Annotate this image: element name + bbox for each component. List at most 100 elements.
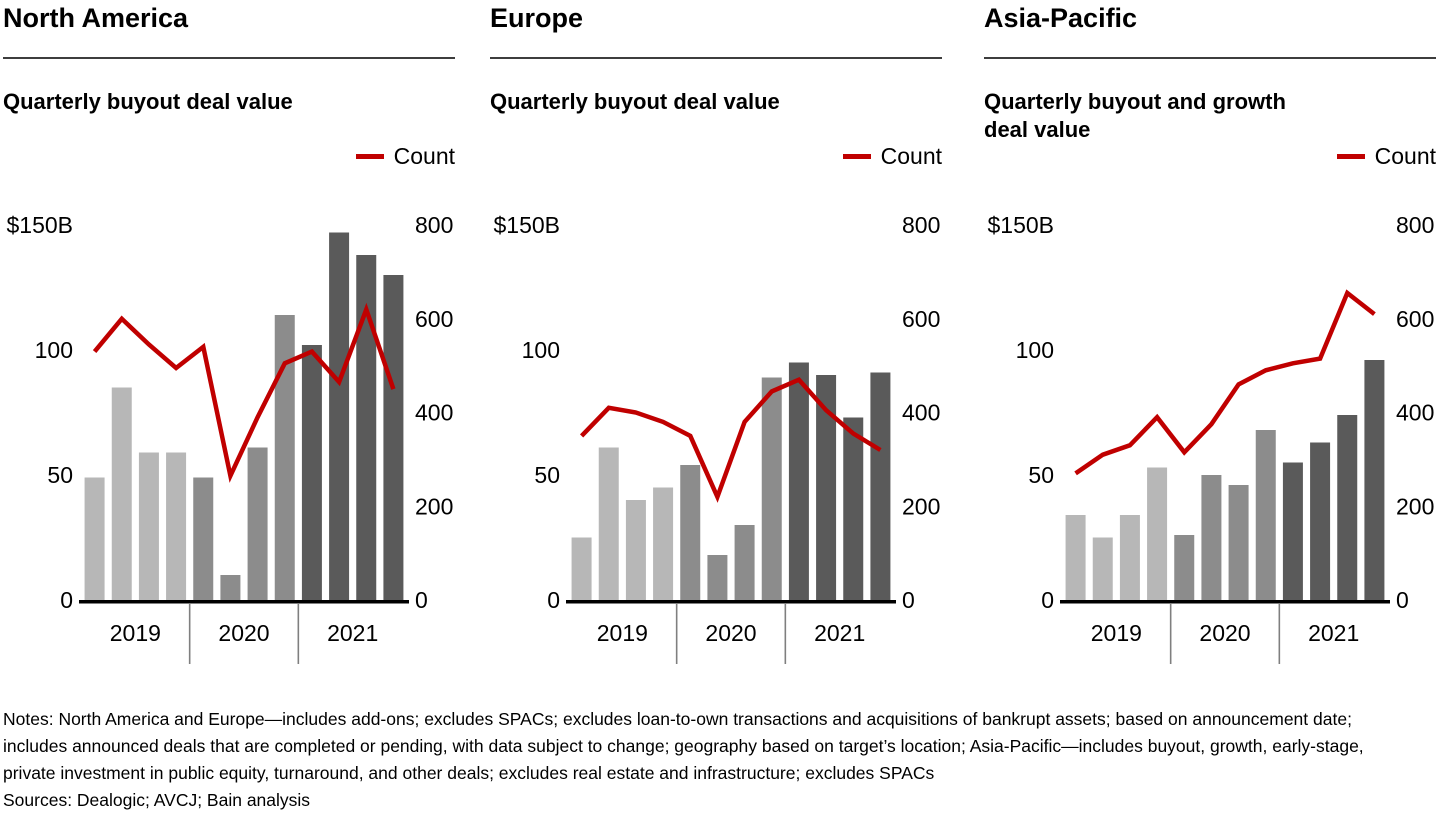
bar-2021-q2 [1310, 442, 1331, 600]
bar-2019-q4 [166, 452, 187, 600]
chart-subtitle: Quarterly buyout deal value [490, 89, 780, 114]
year-label: 2021 [327, 620, 378, 646]
year-label: 2020 [1199, 620, 1250, 646]
bar-2020-q3 [1228, 485, 1249, 600]
left-axis-tick-label: 50 [1028, 462, 1054, 488]
legend-label: Count [393, 143, 455, 169]
bar-2021-q3 [356, 255, 377, 600]
bar-2019-q4 [1147, 467, 1168, 600]
bar-2020-q1 [1174, 535, 1195, 600]
legend: Count [355, 143, 455, 169]
count-line-swatch-icon [842, 153, 871, 159]
bar-2020-q2 [707, 555, 728, 600]
left-axis-tick-label: 0 [60, 587, 73, 613]
count-line [92, 302, 396, 483]
title-rule [984, 57, 1436, 59]
chart-subtitle: Quarterly buyout and growth deal value [984, 89, 1286, 142]
left-axis-tick-label: 100 [522, 337, 560, 363]
chart-title: Europe [490, 3, 584, 33]
bar-2021-q1 [301, 345, 322, 600]
bar-2021-q4 [383, 275, 404, 600]
right-axis-tick-label: 600 [902, 306, 940, 332]
right-axis-tick-label: 0 [415, 587, 428, 613]
bar-2021-q4 [1364, 360, 1385, 600]
chart-panel-north-america: North America Quarterly buyout deal valu… [3, 0, 455, 680]
year-label: 2020 [218, 620, 269, 646]
bar-2019-q2 [1092, 537, 1113, 600]
left-axis-tick-label: 100 [35, 337, 73, 363]
x-axis-line [1060, 600, 1390, 604]
right-axis-tick-label: 800 [1396, 212, 1434, 238]
right-axis-tick-label: 400 [1396, 400, 1434, 426]
bar-2020-q4 [1255, 430, 1276, 600]
legend-label: Count [880, 143, 942, 169]
count-line-swatch-icon [1336, 153, 1365, 159]
right-axis-tick-label: 400 [415, 400, 453, 426]
left-axis-tick-label: 50 [47, 462, 73, 488]
bar-2021-q2 [816, 375, 837, 600]
x-axis-line [566, 600, 896, 604]
chart-subtitle: Quarterly buyout deal value [3, 89, 293, 114]
left-axis-tick-label: 50 [534, 462, 560, 488]
year-label: 2021 [814, 620, 865, 646]
count-line [1074, 289, 1376, 476]
bar-2019-q4 [653, 487, 674, 600]
chart-plot: $150B 100 50 0 800 600 400 200 0 2019 2020 2021 [493, 212, 940, 664]
left-axis-tick-label: $150B [493, 212, 560, 238]
bar-2021-q3 [843, 417, 864, 600]
bar-2020-q3 [247, 447, 268, 600]
right-axis-tick-label: 0 [902, 587, 915, 613]
chart-plot: $150B 100 50 0 800 600 400 200 0 2019 2020 2021 [6, 212, 453, 664]
right-axis-tick-label: 400 [902, 400, 940, 426]
bar-2019-q1 [1065, 515, 1086, 600]
bar-2021-q3 [1337, 415, 1358, 600]
right-axis-tick-label: 800 [415, 212, 453, 238]
bar-2020-q1 [680, 465, 701, 600]
right-axis-tick-label: 600 [415, 306, 453, 332]
left-axis-tick-label: 0 [547, 587, 560, 613]
notes-text: Notes: North America and Europe—includes… [3, 709, 1364, 783]
title-rule [3, 57, 455, 59]
bar-2020-q2 [1201, 475, 1222, 600]
year-label: 2019 [597, 620, 648, 646]
right-axis-tick-label: 200 [415, 493, 453, 519]
bar-2019-q3 [625, 500, 646, 600]
bar-2019-q3 [1119, 515, 1140, 600]
chart-panel-asia-pacific: Asia-Pacific Quarterly buyout and growth… [984, 0, 1436, 680]
right-axis-tick-label: 200 [902, 493, 940, 519]
sources-text: Sources: Dealogic; AVCJ; Bain analysis [3, 790, 311, 810]
legend: Count [1336, 143, 1436, 169]
chart-title: Asia-Pacific [984, 3, 1138, 33]
bar-2020-q4 [274, 315, 295, 600]
bar-2020-q1 [193, 477, 214, 600]
count-line [579, 376, 882, 503]
count-line-swatch-icon [355, 153, 384, 159]
bar-2021-q2 [329, 232, 350, 600]
bar-2021-q1 [788, 362, 809, 600]
year-label: 2021 [1308, 620, 1359, 646]
x-axis-line [79, 600, 409, 604]
right-axis-tick-label: 800 [902, 212, 940, 238]
title-rule [490, 57, 942, 59]
left-axis-tick-label: $150B [987, 212, 1054, 238]
legend: Count [842, 143, 942, 169]
right-axis-tick-label: 600 [1396, 306, 1434, 332]
year-label: 2019 [110, 620, 161, 646]
bar-2020-q3 [734, 525, 755, 600]
legend-label: Count [1374, 143, 1436, 169]
left-axis-tick-label: 100 [1016, 337, 1054, 363]
bar-2021-q1 [1282, 462, 1303, 600]
year-label: 2020 [705, 620, 756, 646]
bar-2019-q2 [111, 387, 132, 600]
right-axis-tick-label: 0 [1396, 587, 1409, 613]
chart-title: North America [3, 3, 189, 33]
bar-2019-q1 [84, 477, 105, 600]
left-axis-tick-label: $150B [6, 212, 73, 238]
chart-panel-europe: Europe Quarterly buyout deal value Count… [490, 0, 942, 680]
left-axis-tick-label: 0 [1041, 587, 1054, 613]
year-label: 2019 [1091, 620, 1142, 646]
right-axis-tick-label: 200 [1396, 493, 1434, 519]
bar-2019-q2 [598, 447, 619, 600]
bar-2020-q4 [761, 377, 782, 600]
